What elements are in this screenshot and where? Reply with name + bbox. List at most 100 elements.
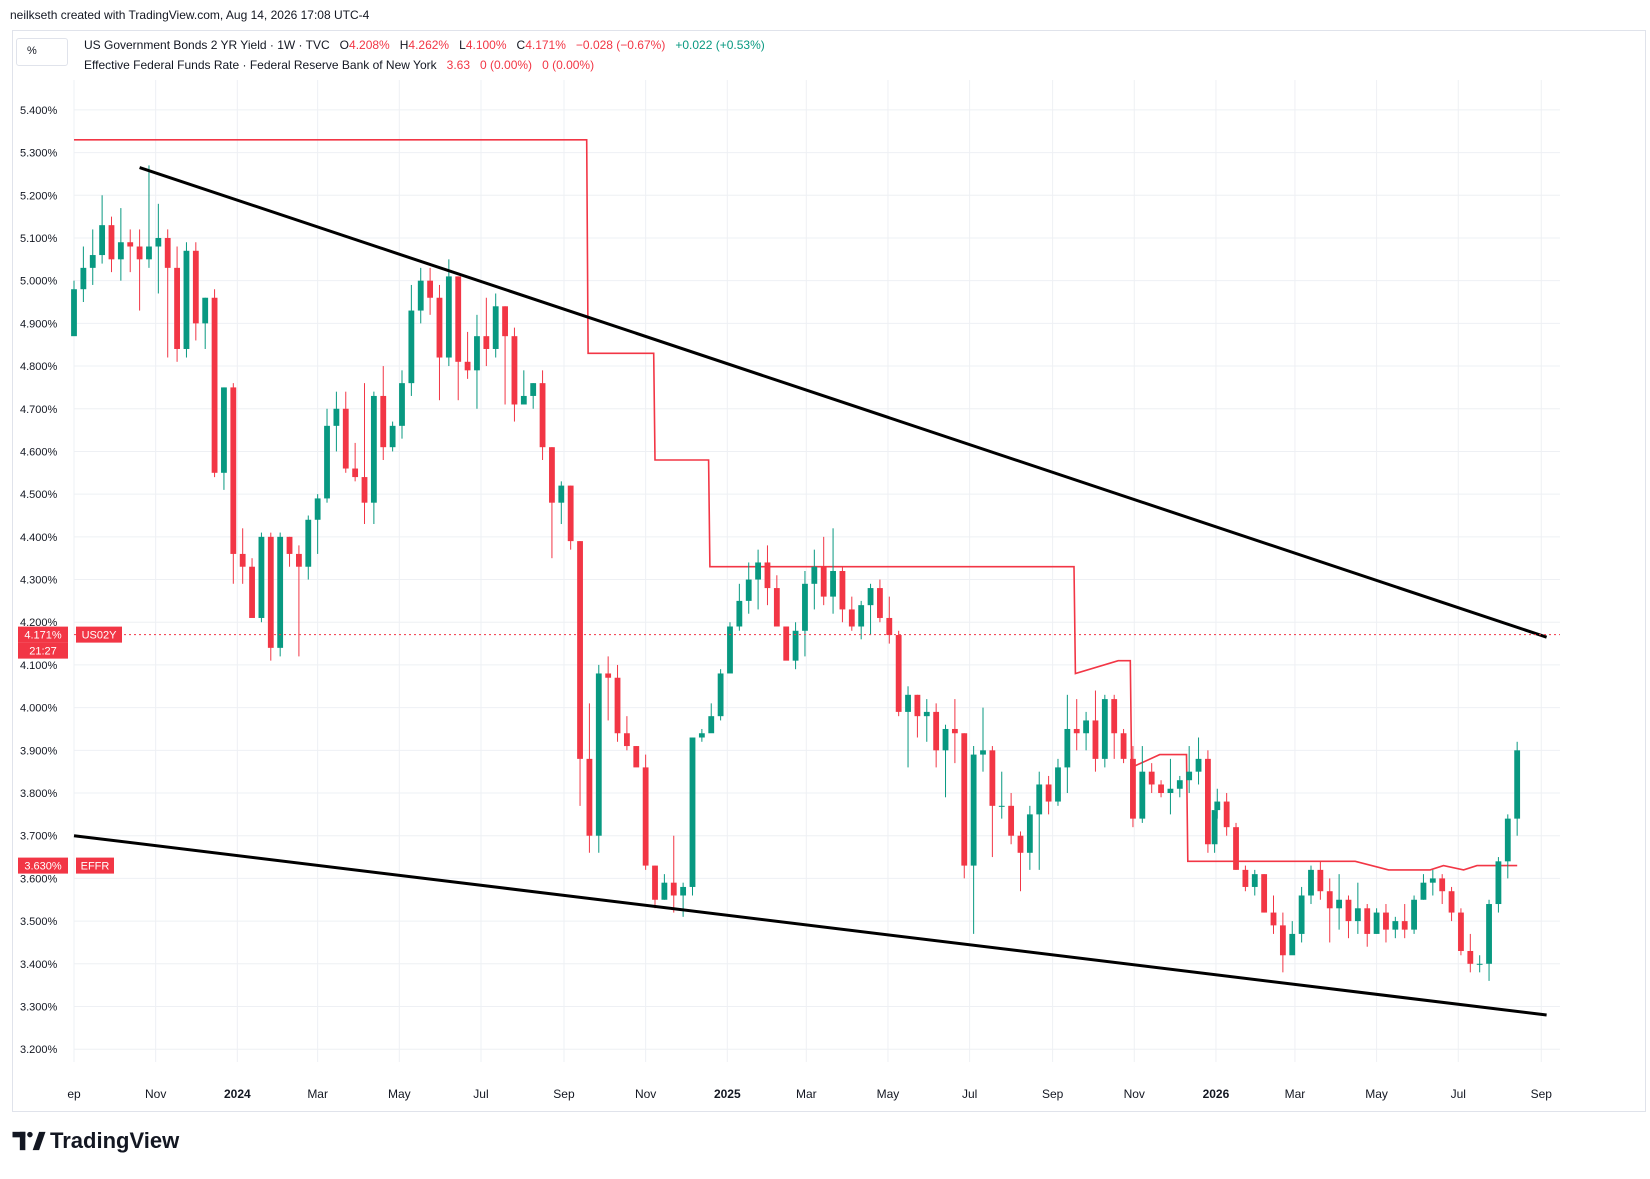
tradingview-logo[interactable]: TradingView bbox=[12, 1128, 179, 1154]
candle bbox=[839, 566, 846, 623]
candle-body bbox=[333, 408, 340, 426]
candle-body bbox=[370, 395, 377, 503]
candle-body bbox=[183, 250, 190, 349]
candle-body bbox=[961, 733, 968, 866]
x-tick-label: Nov bbox=[1124, 1087, 1145, 1101]
x-tick-label: 2026 bbox=[1203, 1087, 1230, 1101]
candle bbox=[1017, 831, 1024, 892]
legend-effr[interactable]: Effective Federal Funds Rate · Federal R… bbox=[84, 58, 594, 72]
candle bbox=[1211, 810, 1218, 853]
unit-selector[interactable]: % bbox=[16, 38, 68, 66]
candle-body bbox=[558, 485, 565, 503]
x-tick-label: 2025 bbox=[714, 1087, 741, 1101]
candle-body bbox=[71, 289, 77, 337]
candle-body bbox=[436, 297, 443, 358]
candle-body bbox=[1458, 912, 1464, 951]
candle-body bbox=[1139, 771, 1146, 819]
candle bbox=[951, 699, 958, 764]
candle bbox=[1326, 878, 1333, 943]
x-tick-label: Jul bbox=[473, 1087, 488, 1101]
candle bbox=[1279, 912, 1286, 973]
candle-body bbox=[745, 579, 752, 601]
effr-symbol-badge-bg bbox=[76, 857, 114, 874]
candle-body bbox=[1026, 814, 1033, 853]
legend-change: −0.028 (−0.67%) bbox=[575, 38, 666, 52]
candle bbox=[464, 331, 471, 379]
candle-body bbox=[136, 246, 143, 260]
candle bbox=[1336, 874, 1343, 930]
candle bbox=[333, 391, 340, 452]
x-tick-label: Nov bbox=[635, 1087, 656, 1101]
candle bbox=[558, 481, 565, 525]
candle bbox=[867, 583, 874, 636]
y-tick-label: 3.900% bbox=[20, 745, 58, 757]
candle bbox=[239, 528, 246, 584]
y-tick-label: 3.400% bbox=[20, 959, 58, 971]
candle bbox=[1476, 955, 1483, 973]
candle bbox=[933, 703, 940, 768]
candle bbox=[99, 195, 106, 264]
candle-body bbox=[455, 276, 462, 362]
candle-body bbox=[942, 728, 949, 751]
effr-price-badge: 3.630% bbox=[24, 861, 62, 873]
candle bbox=[155, 203, 162, 294]
candle-body bbox=[361, 477, 368, 503]
candle-body bbox=[211, 297, 218, 473]
y-tick-label: 5.400% bbox=[20, 105, 58, 117]
candle bbox=[1026, 805, 1033, 870]
candle-body bbox=[848, 609, 855, 627]
candle-body bbox=[1279, 925, 1286, 956]
x-tick-label: Sep bbox=[1531, 1087, 1553, 1101]
us02y-series bbox=[71, 165, 1521, 981]
y-tick-label: 3.500% bbox=[20, 916, 58, 928]
candle bbox=[727, 622, 733, 674]
legend-close: 4.171% bbox=[525, 38, 566, 52]
price-chart[interactable]: 5.400% 5.300% 5.200% 5.100% 5.000% 4.900% 4.80… bbox=[0, 0, 1650, 1120]
candle-body bbox=[1092, 720, 1099, 759]
x-tick-label: Mar bbox=[1285, 1087, 1306, 1101]
candle-body bbox=[502, 306, 508, 337]
candle bbox=[1261, 874, 1268, 913]
candle bbox=[1101, 694, 1108, 768]
candle bbox=[942, 724, 949, 798]
candle bbox=[539, 370, 546, 460]
y-tick-label: 4.500% bbox=[20, 489, 58, 501]
y-tick-label: 3.200% bbox=[20, 1044, 58, 1056]
candle bbox=[1092, 690, 1099, 772]
x-axis: ep Nov 2024 Mar May Jul Sep Nov 2025 Mar May Jul Sep… bbox=[67, 1087, 1552, 1101]
candle-body bbox=[314, 498, 321, 520]
y-tick-label: 3.700% bbox=[20, 831, 58, 843]
candle-body bbox=[108, 225, 115, 260]
y-tick-label: 5.100% bbox=[20, 233, 58, 245]
legend-us02y[interactable]: US Government Bonds 2 YR Yield · 1W · TV… bbox=[84, 38, 765, 52]
candle bbox=[1289, 921, 1296, 956]
effr-symbol-badge: EFFR bbox=[81, 861, 110, 873]
x-tick-label: ep bbox=[67, 1087, 81, 1101]
candle bbox=[1008, 793, 1015, 845]
candle bbox=[1186, 746, 1193, 794]
candle-body bbox=[1317, 869, 1324, 892]
candle bbox=[970, 746, 977, 934]
candle bbox=[923, 699, 930, 742]
candle bbox=[755, 549, 762, 610]
candle-body bbox=[1045, 784, 1052, 802]
candle-body bbox=[698, 733, 705, 738]
candle-body bbox=[1261, 874, 1268, 913]
candle bbox=[324, 408, 330, 503]
candle bbox=[474, 314, 480, 409]
candle-body bbox=[1064, 728, 1071, 768]
effr-line bbox=[74, 139, 1518, 871]
candle bbox=[530, 383, 537, 409]
candle bbox=[1486, 899, 1492, 981]
candle bbox=[1233, 822, 1239, 870]
candle bbox=[202, 297, 209, 349]
candle-body bbox=[1392, 921, 1399, 930]
candle bbox=[483, 297, 490, 367]
candle bbox=[1064, 694, 1071, 794]
candle-body bbox=[1504, 818, 1511, 862]
candle-body bbox=[1345, 899, 1352, 922]
candle-body bbox=[511, 336, 518, 405]
candle bbox=[1073, 699, 1080, 751]
candle-body bbox=[951, 728, 958, 734]
candle-body bbox=[680, 886, 687, 896]
